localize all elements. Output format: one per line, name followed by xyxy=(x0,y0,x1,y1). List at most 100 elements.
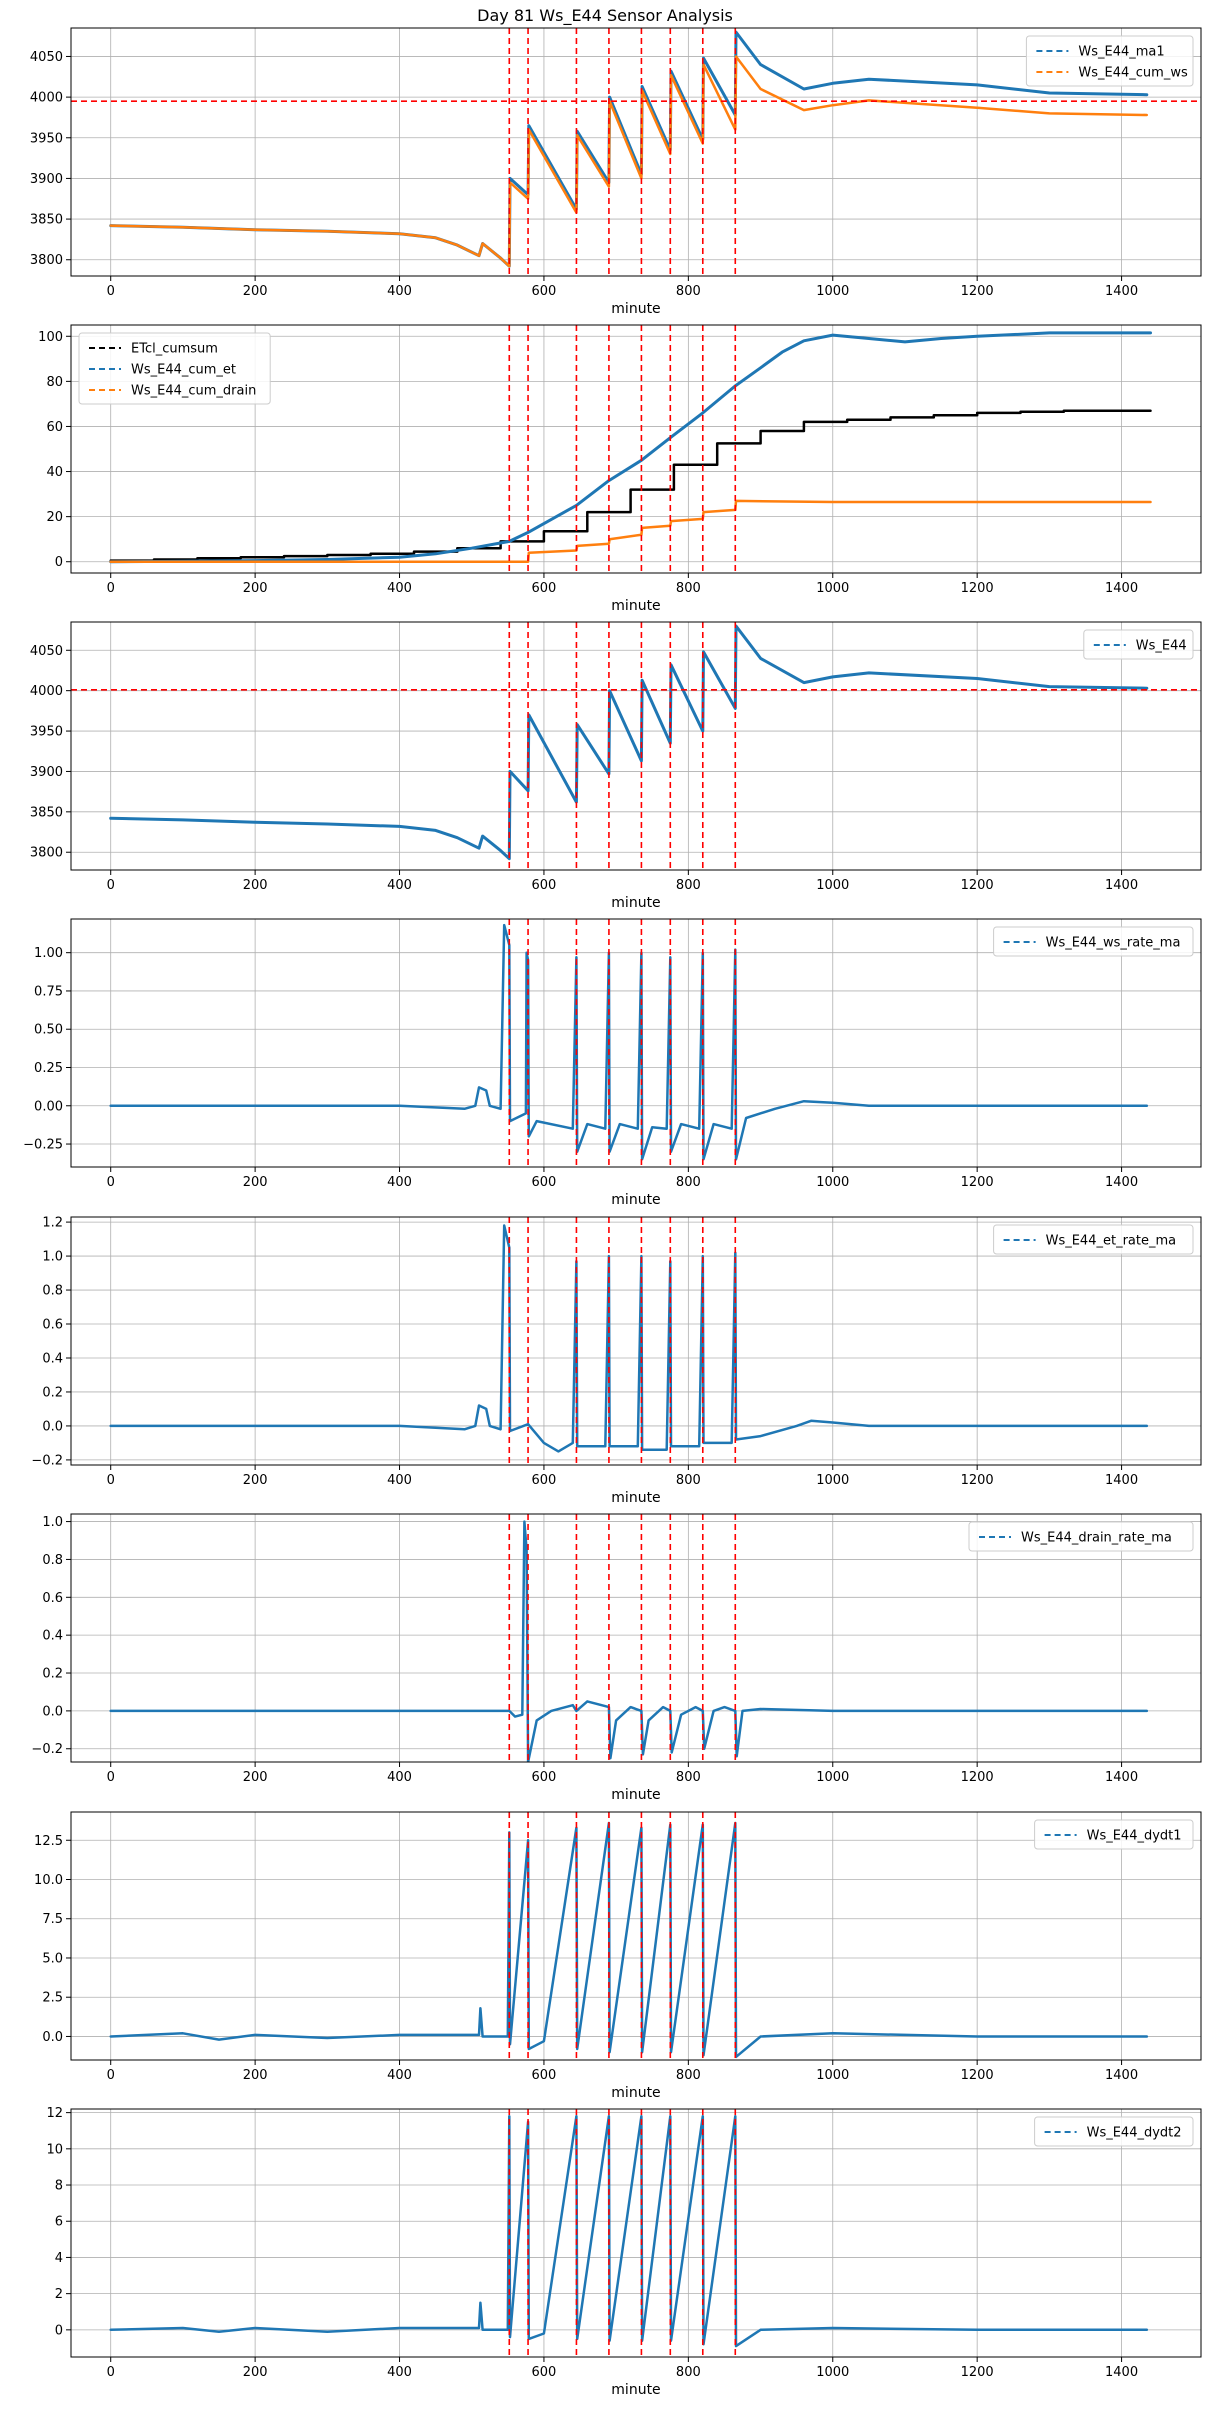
x-tick-label: 600 xyxy=(532,1175,557,1190)
x-tick-label: 1000 xyxy=(816,2068,849,2083)
legend-box xyxy=(1083,629,1194,660)
x-tick-label: 1200 xyxy=(961,1175,994,1190)
y-tick-label: 0.00 xyxy=(34,1099,63,1114)
x-tick-label: 1200 xyxy=(961,1473,994,1488)
y-tick-label: 7.5 xyxy=(42,1912,63,1927)
series-line-Ws_E44_cum_ws xyxy=(109,55,1149,268)
x-tick-label: 600 xyxy=(532,581,557,596)
y-tick-label: 0.50 xyxy=(34,1023,63,1038)
axes-frame xyxy=(70,918,1202,1168)
ticks: 0 200 400 600 800 1000 1200 1400 0 20 40 60 80 100 xyxy=(38,330,1138,596)
y-tick-label: 0.0 xyxy=(42,1419,63,1434)
legend: Ws_E44_ws_rate_ma xyxy=(993,926,1194,957)
x-tick-label: 800 xyxy=(676,284,701,299)
y-tick-label: 3800 xyxy=(30,253,63,268)
subplot-4: 0 200 400 600 800 1000 1200 1400 −0.25 0.00 0.25 0.… xyxy=(23,918,1202,1208)
x-tick-label: 1400 xyxy=(1105,878,1138,893)
legend-box xyxy=(993,926,1194,957)
grid xyxy=(71,622,1201,870)
x-tick-label: 800 xyxy=(676,581,701,596)
x-tick-label: 0 xyxy=(107,1770,115,1785)
x-axis-label: minute xyxy=(611,301,660,317)
y-tick-label: 2.5 xyxy=(42,1991,63,2006)
ticks: 0 200 400 600 800 1000 1200 1400 −0.25 0.00 0.25 0.… xyxy=(23,946,1138,1190)
subplot-2: 0 200 400 600 800 1000 1200 1400 0 20 40 60 80 100 min… xyxy=(38,324,1202,614)
x-tick-label: 0 xyxy=(107,1473,115,1488)
x-axis-label: minute xyxy=(611,1490,660,1506)
axes-frame xyxy=(70,1811,1202,2061)
y-tick-label: 60 xyxy=(46,420,63,435)
x-tick-label: 1000 xyxy=(816,581,849,596)
x-tick-label: 200 xyxy=(243,1473,268,1488)
series-line-ETcl_cumsum xyxy=(109,409,1152,562)
x-tick-label: 1200 xyxy=(961,284,994,299)
data-layer xyxy=(109,1812,1149,2060)
subplot-8: 0 200 400 600 800 1000 1200 1400 0 2 4 6 8 10 12 minute… xyxy=(46,2106,1202,2398)
ticks: 0 200 400 600 800 1000 1200 1400 0.0 2.5 5.0 7.5 10.… xyxy=(34,1834,1138,2083)
legend-label: Ws_E44_et_rate_ma xyxy=(1046,1234,1177,1249)
y-tick-label: 12.5 xyxy=(34,1834,63,1849)
x-tick-label: 400 xyxy=(387,878,412,893)
x-tick-label: 1400 xyxy=(1105,1473,1138,1488)
x-tick-label: 1200 xyxy=(961,581,994,596)
y-tick-label: 10 xyxy=(46,2142,63,2157)
data-layer xyxy=(71,622,1201,870)
legend-box xyxy=(968,1521,1194,1552)
y-tick-label: 0.2 xyxy=(42,1385,63,1400)
y-tick-label: 1.2 xyxy=(42,1216,63,1231)
y-tick-label: 3900 xyxy=(30,172,63,187)
plots-container: 0 200 400 600 800 1000 1200 1400380038503900395… xyxy=(23,27,1202,2398)
data-layer xyxy=(109,325,1152,573)
y-tick-label: 0 xyxy=(55,2323,63,2338)
data-layer xyxy=(109,919,1149,1167)
x-tick-label: 200 xyxy=(243,2068,268,2083)
legend-label: Ws_E44 xyxy=(1136,639,1187,654)
y-tick-label: 0.0 xyxy=(42,1704,63,1719)
x-tick-label: 400 xyxy=(387,1175,412,1190)
x-tick-label: 1200 xyxy=(961,878,994,893)
y-tick-label: 1.00 xyxy=(34,946,63,961)
x-tick-label: 1200 xyxy=(961,1770,994,1785)
y-tick-label: 0.6 xyxy=(42,1591,63,1606)
legend-label: Ws_E44_dydt2 xyxy=(1087,2126,1182,2141)
y-tick-label: −0.2 xyxy=(31,1742,63,1757)
y-tick-label: 3950 xyxy=(30,725,63,740)
x-tick-label: 0 xyxy=(107,284,115,299)
legend-box xyxy=(1025,35,1194,87)
x-tick-label: 1200 xyxy=(961,2365,994,2380)
y-tick-label: 3850 xyxy=(30,213,63,228)
axes-frame xyxy=(70,621,1202,871)
y-tick-label: 0.4 xyxy=(42,1629,63,1644)
axes-frame xyxy=(70,1513,1202,1763)
data-layer xyxy=(71,28,1201,276)
y-tick-label: 80 xyxy=(46,375,63,390)
axes-frame xyxy=(70,2108,1202,2358)
y-tick-label: 8 xyxy=(55,2179,63,2194)
x-tick-label: 200 xyxy=(243,581,268,596)
axes-frame xyxy=(70,1216,1202,1466)
x-tick-label: 0 xyxy=(107,2365,115,2380)
x-tick-label: 200 xyxy=(243,1175,268,1190)
data-layer xyxy=(109,2109,1149,2357)
legend-label: Ws_E44_dydt1 xyxy=(1087,1829,1182,1844)
subplot-1: 0 200 400 600 800 1000 1200 1400 3800 3850 3900 395… xyxy=(30,27,1202,317)
x-tick-label: 1000 xyxy=(816,284,849,299)
legend-label: ETcl_cumsum xyxy=(131,342,218,357)
x-tick-label: 200 xyxy=(243,878,268,893)
x-tick-label: 1400 xyxy=(1105,581,1138,596)
x-tick-label: 800 xyxy=(676,878,701,893)
y-tick-label: 3800 xyxy=(30,846,63,861)
y-tick-label: 4 xyxy=(55,2251,63,2266)
x-tick-label: 600 xyxy=(532,1770,557,1785)
y-tick-label: 4050 xyxy=(30,50,63,65)
x-tick-label: 1200 xyxy=(961,2068,994,2083)
y-tick-label: 4000 xyxy=(30,91,63,106)
x-tick-label: 1400 xyxy=(1105,284,1138,299)
y-tick-label: 3950 xyxy=(30,131,63,146)
legend: Ws_E44_drain_rate_ma xyxy=(968,1521,1194,1552)
y-tick-label: 2 xyxy=(55,2287,63,2302)
y-tick-label: 0.8 xyxy=(42,1284,63,1299)
x-tick-label: 400 xyxy=(387,1770,412,1785)
x-tick-label: 200 xyxy=(243,1770,268,1785)
legend-box xyxy=(1034,1819,1194,1850)
